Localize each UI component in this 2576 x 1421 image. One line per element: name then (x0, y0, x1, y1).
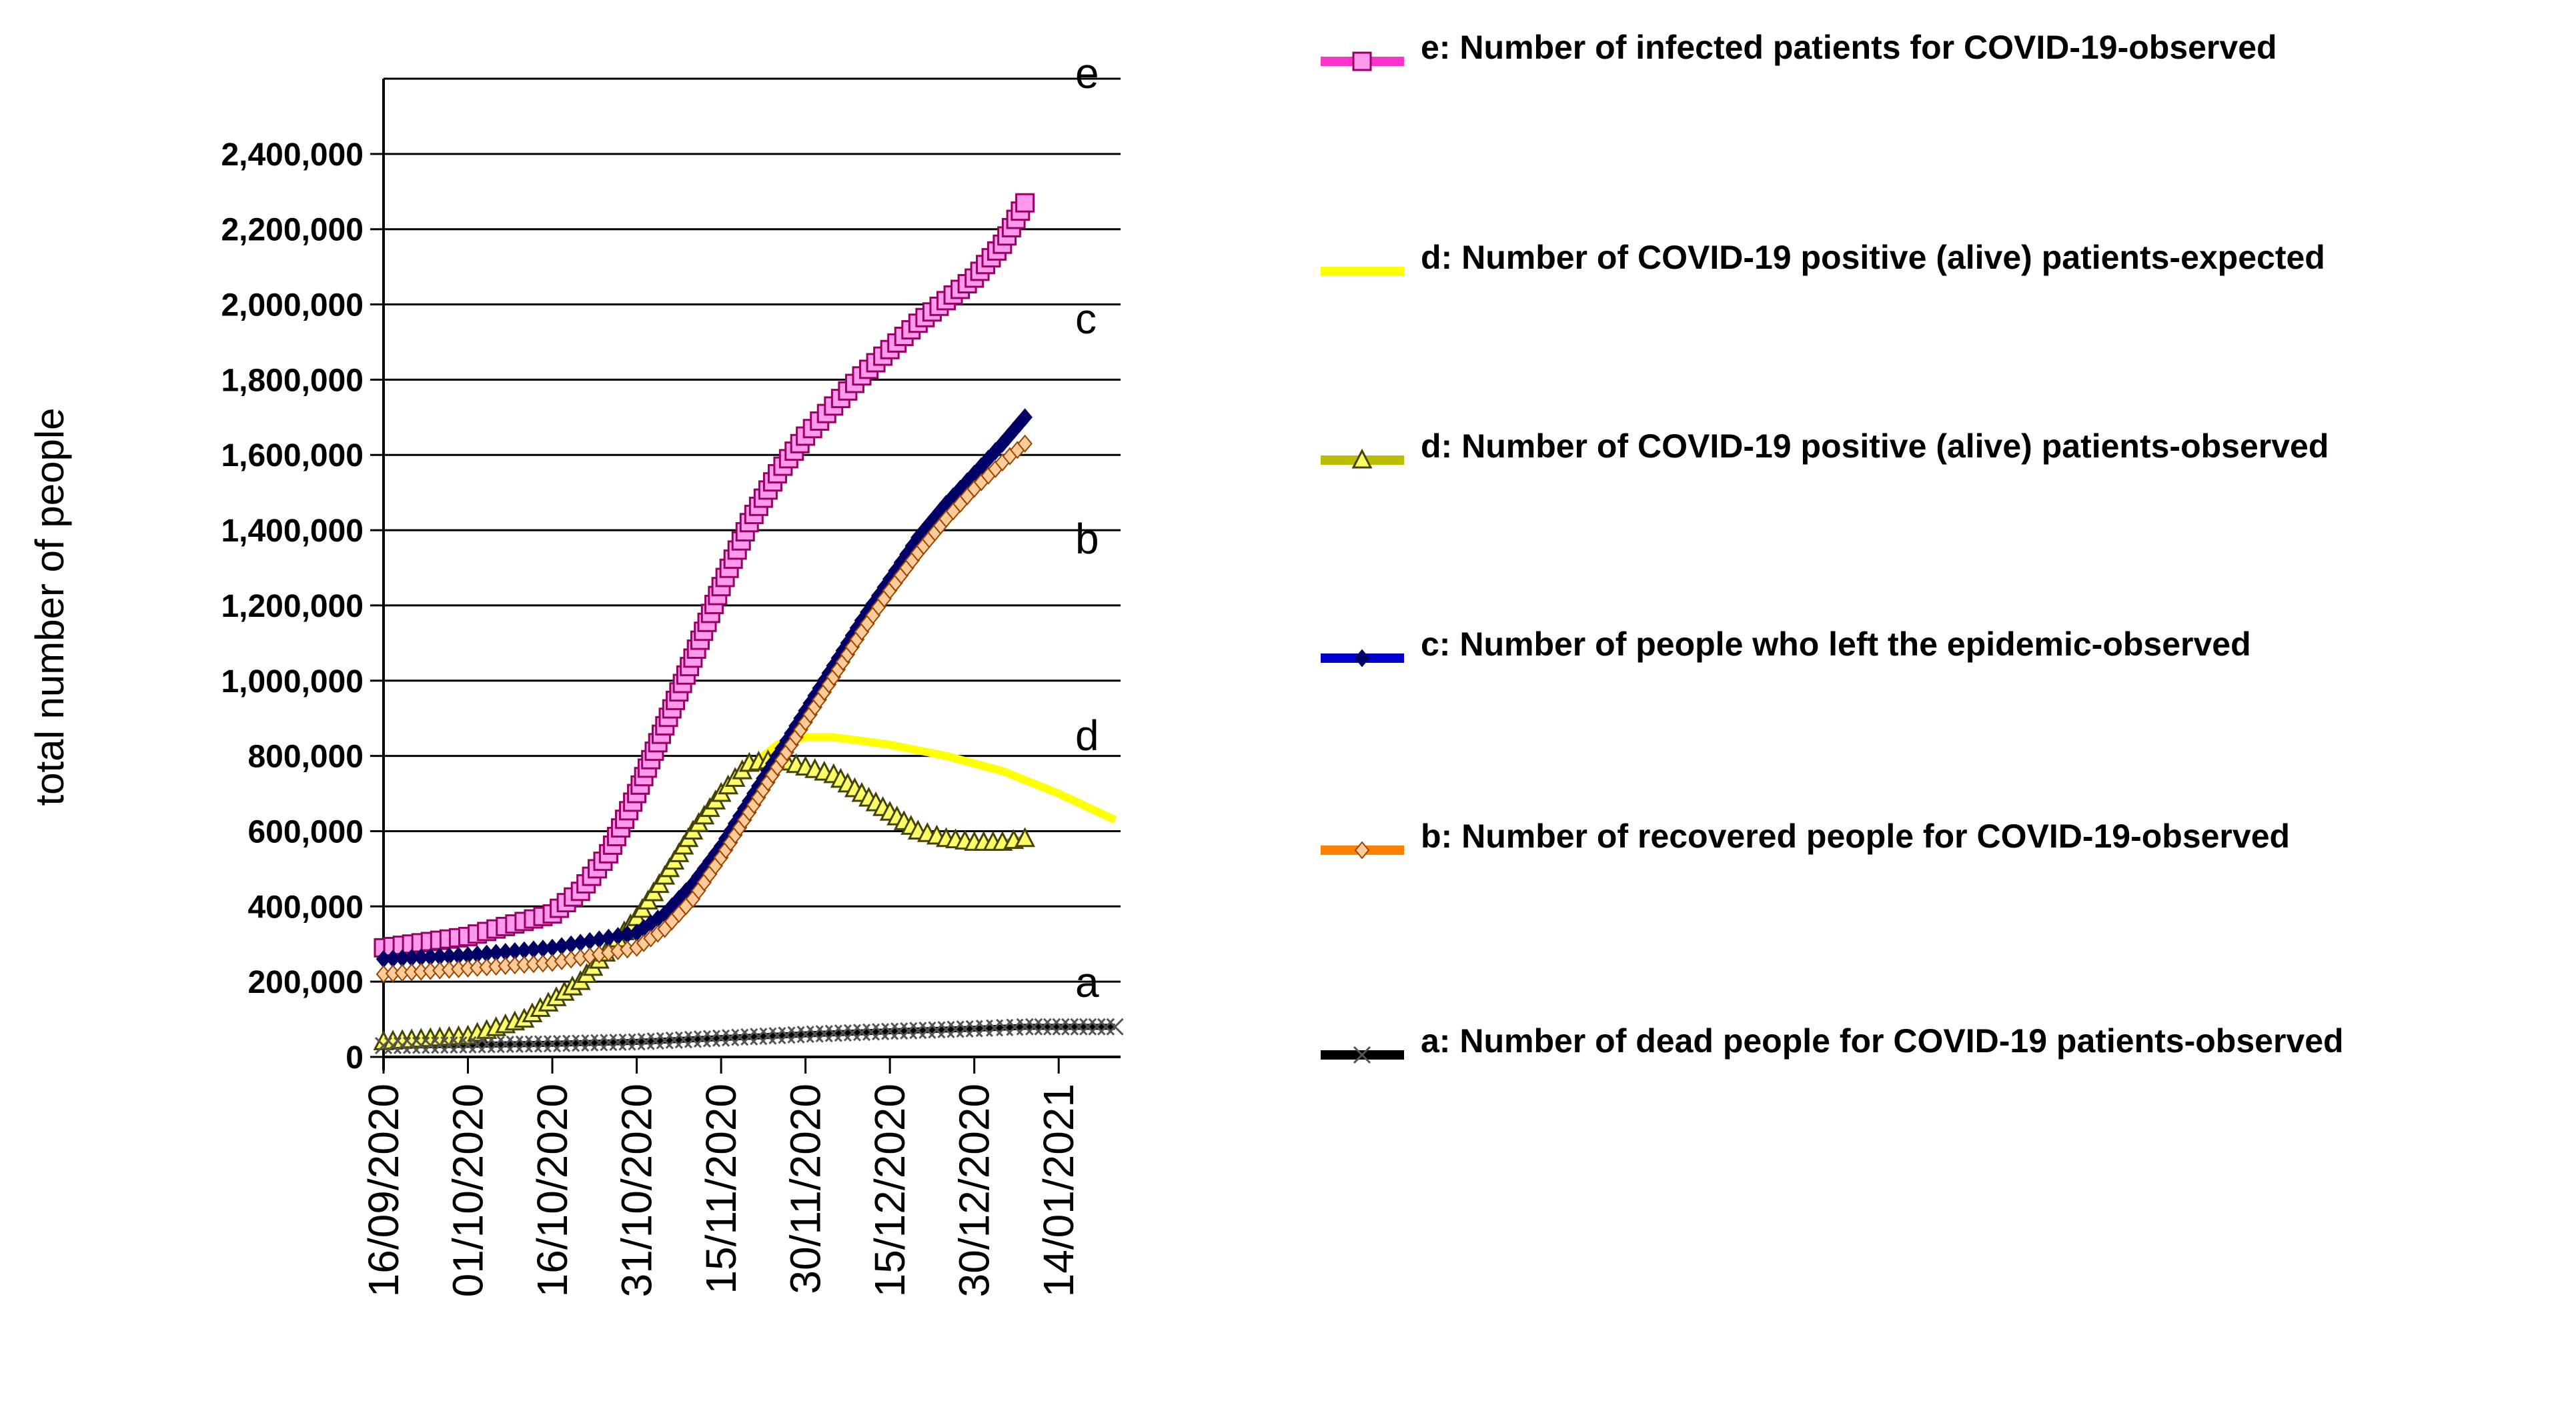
data-point (1017, 434, 1033, 453)
data-point (1354, 841, 1370, 860)
data-point (1016, 1018, 1034, 1036)
y-tick-label: 2,400,000 (221, 137, 364, 173)
grid-lines (384, 77, 1121, 983)
y-tick-label: 600,000 (247, 814, 364, 850)
legend: e: Number of infected patients for COVID… (1321, 29, 2344, 1064)
x-tick-label: 15/11/2020 (697, 1084, 745, 1294)
legend-item: d: Number of COVID-19 positive (alive) p… (1321, 239, 2325, 276)
curve-label: e (1075, 49, 1099, 97)
data-point (1043, 1018, 1061, 1036)
y-tick-label: 200,000 (247, 965, 364, 1000)
y-tick-label: 2,200,000 (221, 213, 364, 248)
series-markers (373, 193, 1124, 1055)
curve-label: c (1075, 295, 1097, 343)
legend-label: c: Number of people who left the epidemi… (1421, 625, 2251, 663)
x-tick-label: 01/10/2020 (444, 1084, 492, 1297)
x-tick-label: 30/12/2020 (950, 1084, 999, 1297)
axes (370, 79, 1121, 1074)
legend-label: d: Number of COVID-19 positive (alive) p… (1421, 427, 2329, 465)
y-tick-label: 400,000 (247, 890, 364, 925)
x-tick-label: 14/01/2021 (1035, 1084, 1083, 1297)
x-tick-label: 16/10/2020 (528, 1084, 576, 1297)
data-point (1088, 1018, 1106, 1036)
y-tick-labels: 0 200,000 400,000 600,000 800,000 1,000,000 1,… (221, 137, 364, 1076)
data-point (1352, 51, 1372, 71)
y-axis-label: total number of people (27, 407, 72, 806)
legend-item: a: Number of dead people for COVID-19 pa… (1321, 1022, 2344, 1064)
data-point (1025, 1018, 1043, 1036)
y-tick-label: 1,200,000 (221, 589, 364, 624)
x-tick-label: 30/11/2020 (782, 1084, 830, 1294)
y-tick-label: 800,000 (247, 740, 364, 775)
legend-item: d: Number of COVID-19 positive (alive) p… (1321, 427, 2329, 469)
series-line (384, 1024, 1115, 1049)
data-point (1017, 408, 1033, 427)
data-point (1070, 1018, 1088, 1036)
curve-label: b (1075, 515, 1099, 563)
legend-label: a: Number of dead people for COVID-19 pa… (1421, 1022, 2344, 1060)
legend-label: e: Number of infected patients for COVID… (1421, 29, 2277, 66)
y-tick-label: 0 (346, 1040, 364, 1076)
x-tick-label: 15/12/2020 (866, 1084, 914, 1297)
data-point (1034, 1018, 1052, 1036)
series-lines (384, 201, 1117, 1049)
y-tick-label: 1,800,000 (221, 363, 364, 398)
legend-label: d: Number of COVID-19 positive (alive) p… (1421, 239, 2325, 276)
legend-item: c: Number of people who left the epidemi… (1321, 625, 2251, 667)
curve-label: d (1075, 712, 1099, 760)
data-point (1052, 1018, 1070, 1036)
data-point (1097, 1018, 1115, 1036)
data-point (1354, 649, 1370, 667)
y-tick-label: 1,600,000 (221, 438, 364, 473)
x-tick-label: 16/09/2020 (360, 1084, 408, 1297)
legend-item: b: Number of recovered people for COVID-… (1321, 818, 2290, 860)
series-line (384, 756, 1026, 1045)
data-point (1061, 1018, 1079, 1036)
curve-letters: e d c b a (1075, 49, 1099, 1006)
data-point (1079, 1018, 1097, 1036)
data-point (1015, 827, 1036, 848)
legend-item: e: Number of infected patients for COVID… (1321, 29, 2277, 71)
x-tick-labels: 16/09/2020 01/10/2020 16/10/2020 31/10/2020… (360, 1084, 1083, 1297)
y-tick-label: 1,400,000 (221, 513, 364, 549)
data-point (1106, 1018, 1124, 1036)
x-tick-label: 31/10/2020 (613, 1084, 661, 1297)
y-tick-label: 1,000,000 (221, 664, 364, 699)
series-line (384, 733, 1117, 1046)
y-tick-label: 2,000,000 (221, 288, 364, 323)
legend-label: b: Number of recovered people for COVID-… (1421, 818, 2290, 855)
curve-label: a (1075, 958, 1099, 1006)
data-point (1351, 448, 1373, 469)
data-point (1353, 1046, 1371, 1064)
data-point (1015, 193, 1035, 213)
